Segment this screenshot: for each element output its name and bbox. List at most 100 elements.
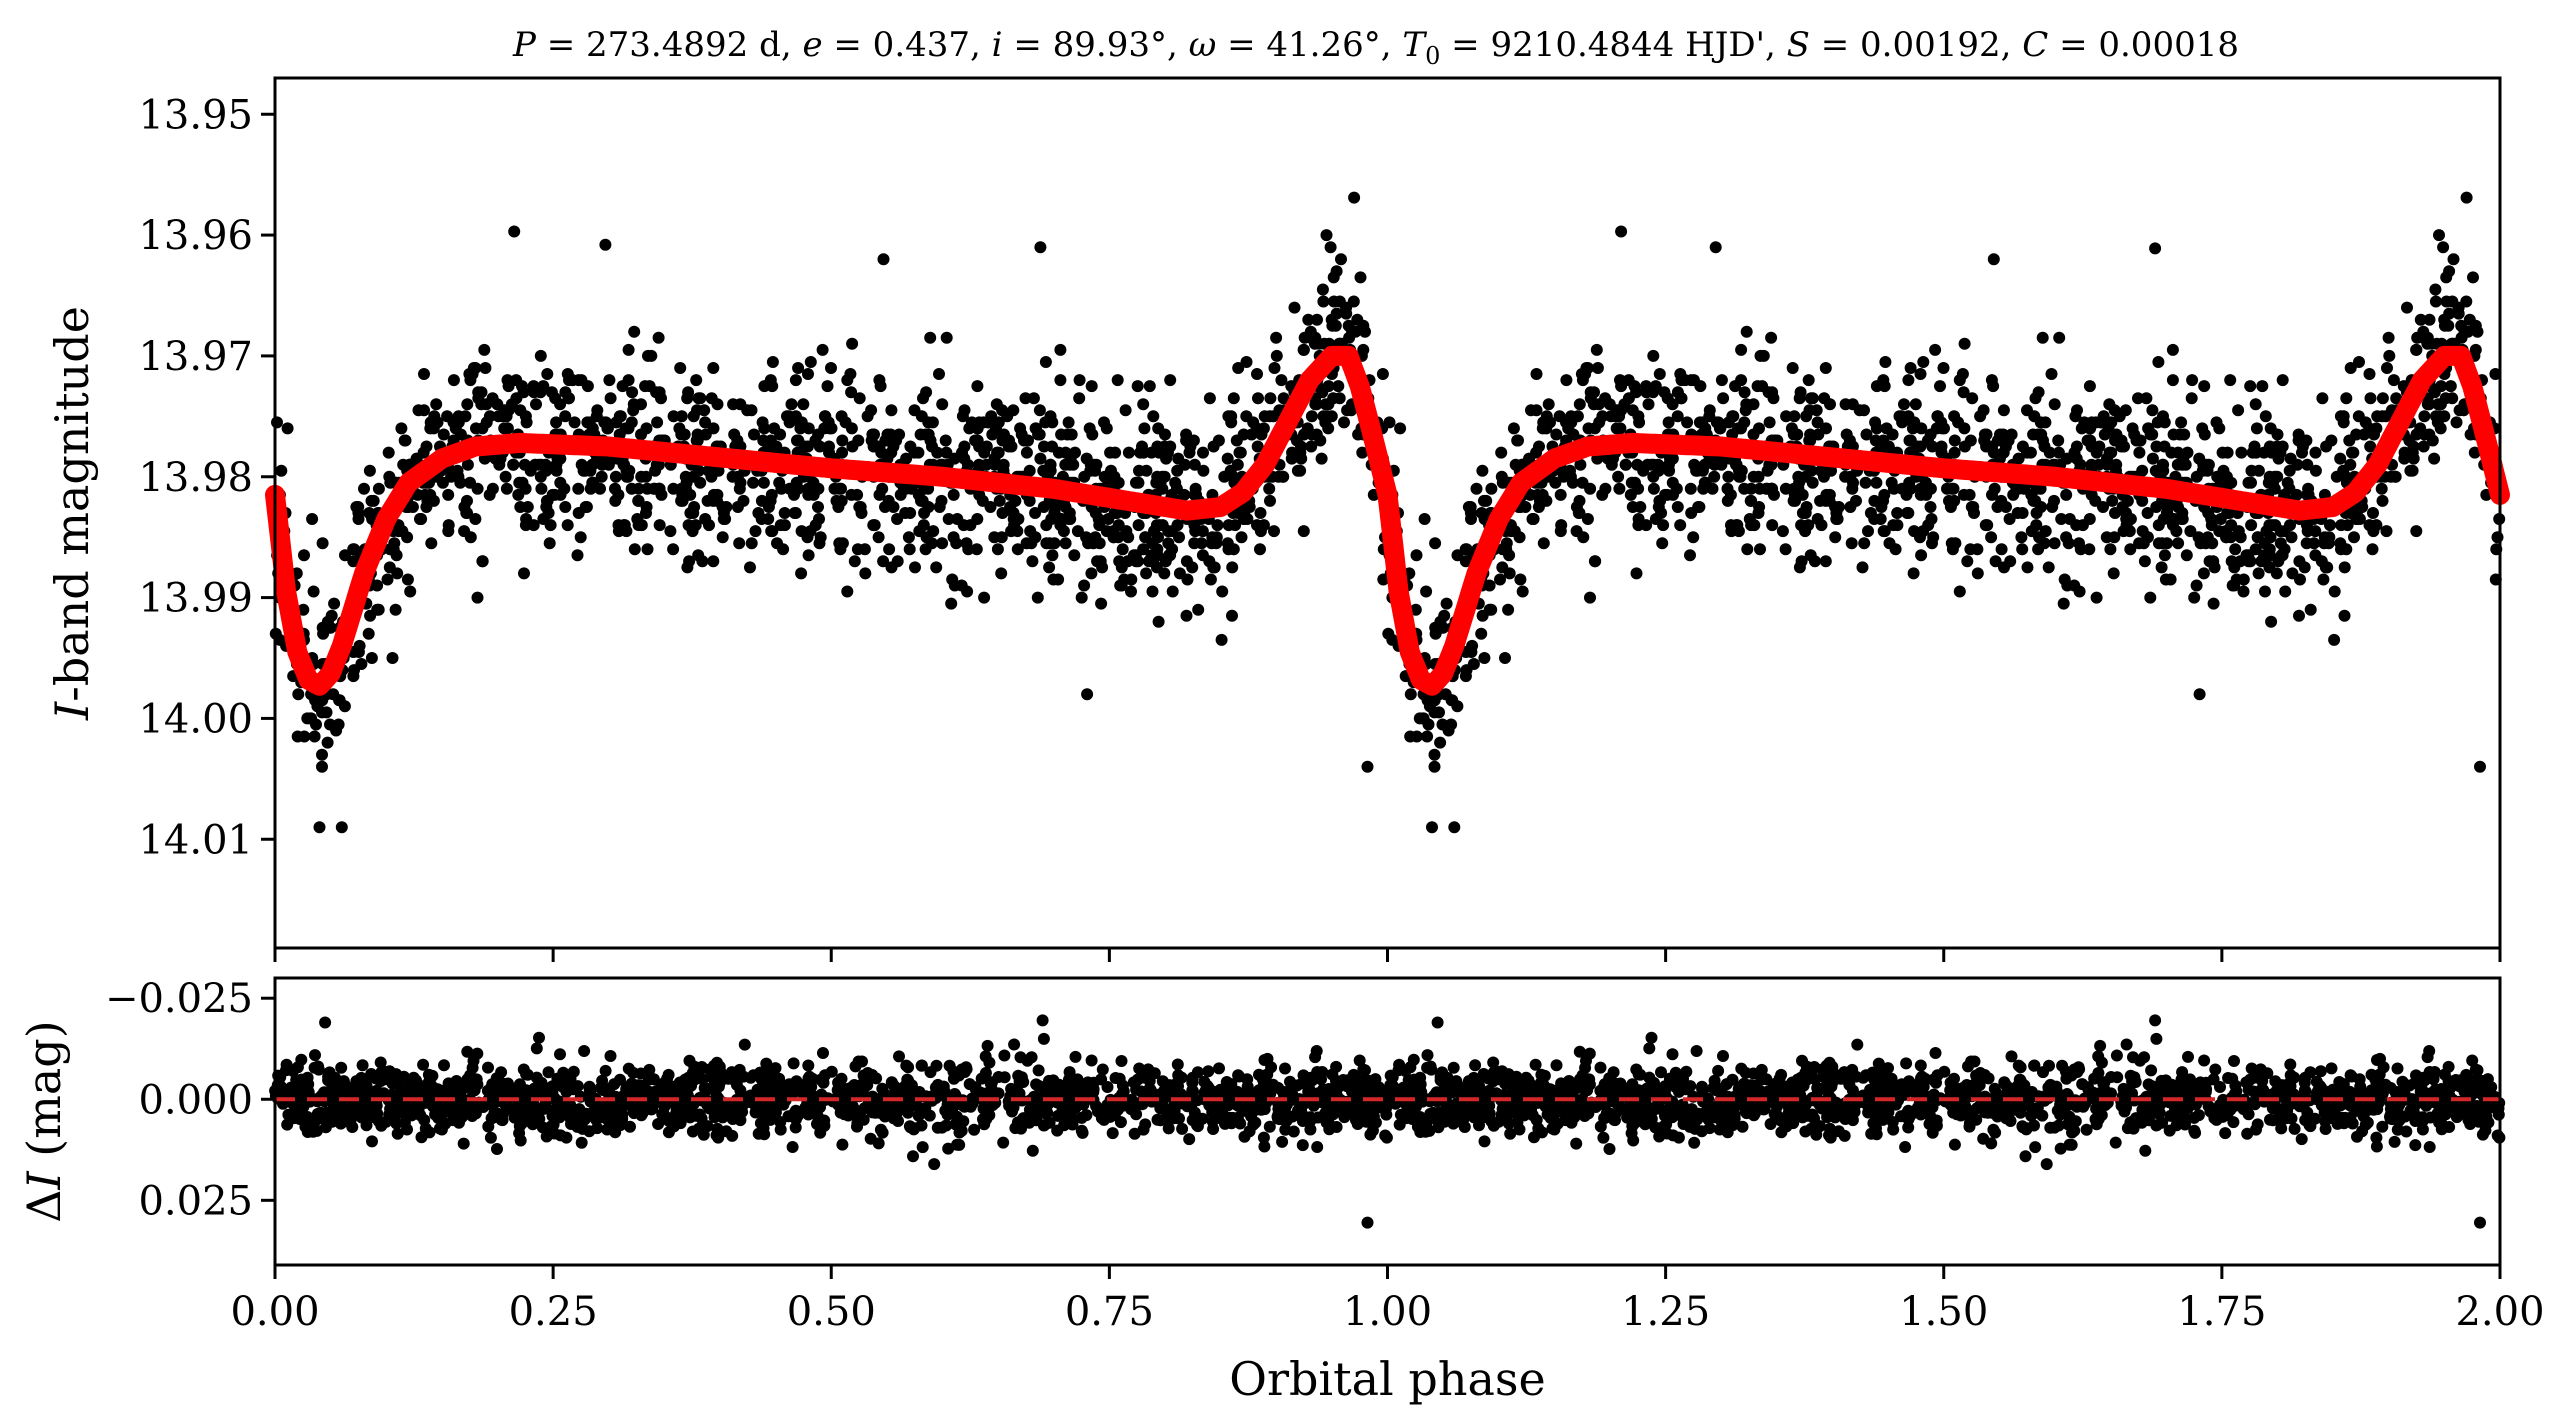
- data-point: [1451, 549, 1464, 562]
- data-point: [1021, 434, 1034, 447]
- data-point: [316, 748, 328, 761]
- data-point: [1073, 392, 1086, 405]
- data-point: [1133, 464, 1145, 477]
- data-point: [486, 482, 499, 495]
- data-point: [618, 519, 631, 532]
- data-point: [1957, 386, 1970, 399]
- data-point: [1322, 398, 1335, 411]
- data-point: [2152, 356, 2165, 368]
- data-point: [1333, 392, 1346, 405]
- data-point: [978, 446, 991, 459]
- data-point: [1788, 488, 1801, 501]
- data-point: [1329, 319, 1342, 332]
- data-point: [802, 368, 814, 380]
- residual-point: [2012, 1059, 2025, 1072]
- data-point: [1230, 434, 1243, 447]
- data-point: [2376, 494, 2389, 507]
- data-point: [550, 416, 563, 429]
- data-point: [2298, 561, 2311, 574]
- data-point: [1464, 501, 1477, 513]
- data-point: [1862, 525, 1874, 538]
- data-point: [692, 392, 705, 405]
- data-point: [1896, 416, 1909, 429]
- data-point: [1305, 410, 1318, 423]
- data-point: [2276, 374, 2289, 387]
- data-point: [2175, 416, 2188, 429]
- data-point: [2053, 331, 2066, 344]
- data-point: [2367, 507, 2379, 519]
- data-point: [1560, 374, 1573, 387]
- data-point: [2434, 422, 2447, 435]
- data-point: [418, 404, 430, 417]
- residual-point: [1487, 1056, 1500, 1069]
- data-point: [1267, 410, 1280, 423]
- data-point: [1254, 543, 1266, 556]
- data-point: [1703, 410, 1716, 423]
- data-point: [936, 537, 949, 550]
- data-point: [1708, 470, 1721, 483]
- data-point: [1974, 410, 1987, 423]
- data-point: [386, 652, 399, 664]
- data-point: [2328, 633, 2341, 646]
- data-point: [580, 501, 593, 513]
- data-point: [1061, 428, 1074, 441]
- data-point: [2084, 434, 2097, 447]
- data-point: [1943, 494, 1955, 507]
- data-point: [527, 380, 540, 393]
- residual-point: [1483, 1084, 1496, 1097]
- data-point: [2278, 543, 2291, 556]
- residual-point: [1655, 1066, 1667, 1079]
- data-point: [1011, 543, 1024, 556]
- data-point: [2251, 531, 2264, 544]
- data-point: [627, 404, 640, 417]
- data-point: [1823, 494, 1836, 507]
- data-point: [1085, 380, 1098, 393]
- data-point: [2379, 410, 2392, 423]
- data-point: [1958, 337, 1971, 350]
- data-point: [1652, 464, 1665, 477]
- data-point: [1376, 368, 1389, 380]
- data-point: [1805, 464, 1818, 477]
- data-point: [1690, 464, 1703, 477]
- data-point: [316, 760, 328, 773]
- data-point: [2389, 470, 2402, 483]
- data-point: [1478, 494, 1490, 507]
- data-point: [1440, 597, 1453, 610]
- residual-point: [1469, 1059, 1482, 1072]
- residual-point: [374, 1075, 387, 1088]
- data-point: [2180, 549, 2193, 562]
- data-point: [2242, 549, 2255, 562]
- residual-point: [1284, 1075, 1296, 1088]
- residual-point: [1133, 1062, 1146, 1075]
- data-point: [2030, 519, 2043, 532]
- data-point: [641, 543, 654, 556]
- data-point: [590, 410, 603, 423]
- data-point: [2048, 537, 2061, 550]
- data-point: [1139, 531, 1152, 544]
- data-point: [1717, 392, 1730, 405]
- data-point: [1113, 555, 1126, 568]
- data-point: [2197, 567, 2210, 580]
- data-point: [2308, 537, 2320, 550]
- residual-point: [662, 1068, 675, 1081]
- data-point: [825, 362, 837, 374]
- data-point: [1502, 603, 1515, 616]
- data-point: [2107, 567, 2120, 580]
- data-point: [441, 410, 454, 423]
- data-point: [2348, 531, 2360, 544]
- data-point: [2283, 482, 2296, 495]
- data-point: [1537, 416, 1550, 429]
- data-point: [1094, 555, 1107, 568]
- data-point: [2328, 585, 2341, 598]
- data-point: [1276, 470, 1289, 483]
- data-point: [1038, 440, 1050, 453]
- residual-point: [1597, 1131, 1610, 1144]
- data-point: [1046, 416, 1059, 429]
- data-point: [1788, 410, 1801, 423]
- data-point: [626, 386, 639, 399]
- data-point: [1803, 404, 1816, 417]
- residual-point: [1775, 1068, 1788, 1081]
- data-point: [1949, 537, 1962, 550]
- data-point: [1571, 410, 1584, 423]
- data-point: [2016, 543, 2029, 556]
